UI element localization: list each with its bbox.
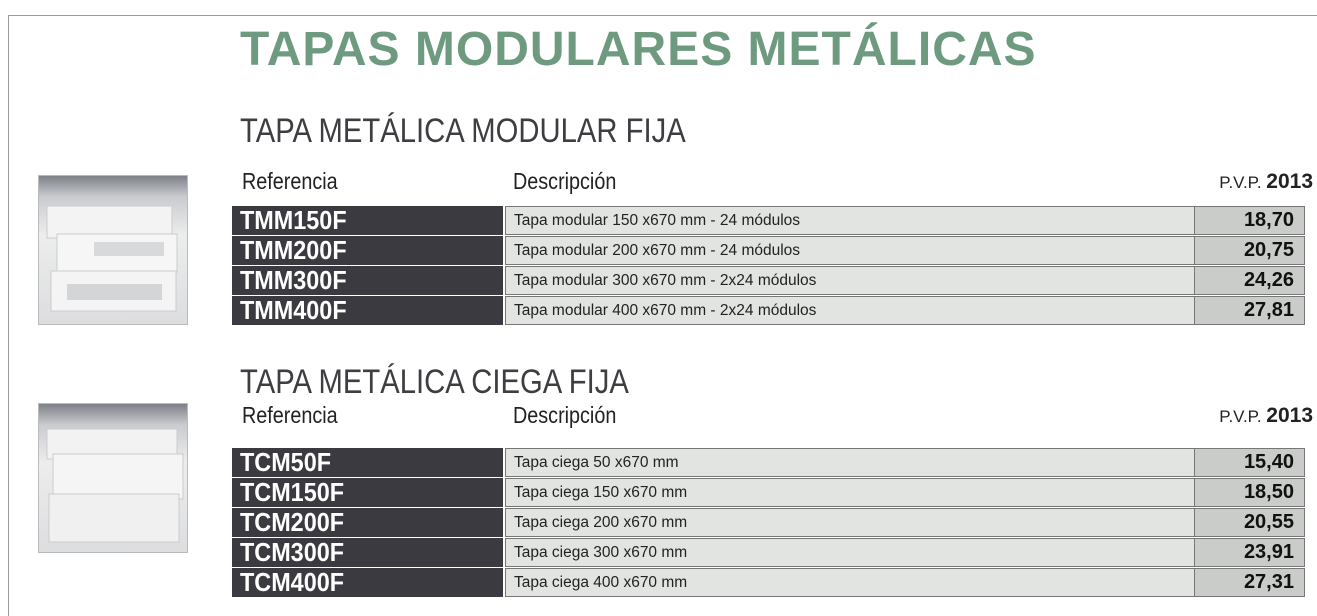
price-cell: 27,81 <box>1195 296 1305 325</box>
price-label: P.V.P. <box>1219 407 1262 426</box>
price-cell: 27,31 <box>1195 568 1305 597</box>
price-year: 2013 <box>1266 404 1313 427</box>
column-header: Descripción <box>513 168 617 194</box>
panel <box>48 493 180 543</box>
page-title: TAPAS MODULARES METÁLICAS <box>240 23 1037 76</box>
reference: TMM300F <box>240 265 347 295</box>
reference-cell: TCM200F <box>232 508 503 537</box>
description-cell: Tapa ciega 300 x670 mm <box>505 538 1195 567</box>
column-header: Descripción <box>513 402 617 428</box>
reference-cell: TMM150F <box>232 206 503 235</box>
product-photo <box>38 175 188 325</box>
product-photo <box>38 403 188 553</box>
price-cell: 24,26 <box>1195 266 1305 295</box>
reference-cell: TMM200F <box>232 236 503 265</box>
price-header: P.V.P. 2013 <box>1219 404 1313 428</box>
description-cell: Tapa modular 300 x670 mm - 2x24 módulos <box>505 266 1195 295</box>
price-cell: 20,75 <box>1195 236 1305 265</box>
section-title: TAPA METÁLICA MODULAR FIJA <box>240 112 686 150</box>
column-header: Referencia <box>242 168 338 194</box>
reference: TMM200F <box>240 235 347 265</box>
price-cell: 23,91 <box>1195 538 1305 567</box>
price-year: 2013 <box>1266 170 1313 193</box>
description-cell: Tapa ciega 200 x670 mm <box>505 508 1195 537</box>
panel <box>52 453 184 500</box>
reference-cell: TCM150F <box>232 478 503 507</box>
reference-cell: TMM400F <box>232 296 503 325</box>
reference: TCM200F <box>240 507 345 537</box>
description-cell: Tapa modular 200 x670 mm - 24 módulos <box>505 236 1195 265</box>
section-title: TAPA METÁLICA CIEGA FIJA <box>240 363 629 401</box>
price-header: P.V.P. 2013 <box>1219 170 1313 194</box>
column-header: Referencia <box>242 402 338 428</box>
description-cell: Tapa ciega 50 x670 mm <box>505 448 1195 477</box>
panel <box>46 205 173 239</box>
reference-cell: TCM300F <box>232 538 503 567</box>
price-cell: 18,70 <box>1195 206 1305 235</box>
price-cell: 15,40 <box>1195 448 1305 477</box>
description-cell: Tapa modular 400 x670 mm - 2x24 módulos <box>505 296 1195 325</box>
page-frame <box>8 15 1317 616</box>
reference: TMM400F <box>240 295 347 325</box>
description-cell: Tapa ciega 400 x670 mm <box>505 568 1195 597</box>
reference: TCM50F <box>240 447 332 477</box>
reference-cell: TCM400F <box>232 568 503 597</box>
reference: TCM400F <box>240 567 345 597</box>
reference: TCM300F <box>240 537 345 567</box>
reference: TCM150F <box>240 477 345 507</box>
description-cell: Tapa modular 150 x670 mm - 24 módulos <box>505 206 1195 235</box>
price-cell: 20,55 <box>1195 508 1305 537</box>
reference-cell: TCM50F <box>232 448 503 477</box>
panel-opening <box>94 242 164 256</box>
reference: TMM150F <box>240 205 347 235</box>
panel-opening <box>67 284 162 300</box>
description-cell: Tapa ciega 150 x670 mm <box>505 478 1195 507</box>
price-label: P.V.P. <box>1219 173 1262 192</box>
price-cell: 18,50 <box>1195 478 1305 507</box>
reference-cell: TMM300F <box>232 266 503 295</box>
